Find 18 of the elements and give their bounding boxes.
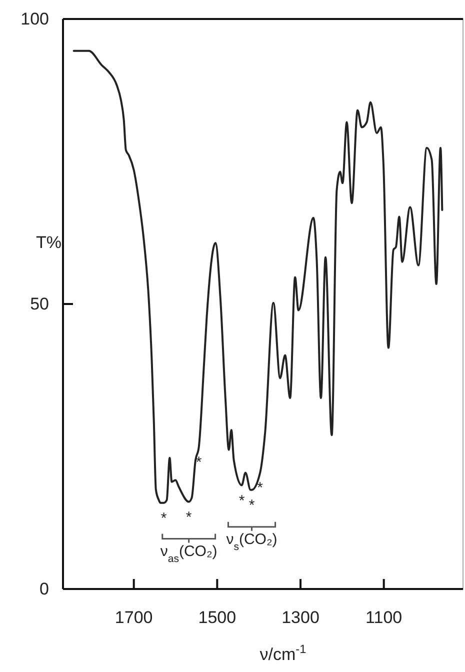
x-tick-label: 1100	[366, 608, 402, 628]
x-axis-title: ν/cm$^{-1}$	[260, 642, 307, 664]
y-axis-title: T%	[36, 233, 62, 252]
x-tick-label: 1500	[198, 608, 236, 628]
annotation: *	[160, 510, 167, 527]
annotation: ν$_{as}$(CO₂)	[160, 542, 218, 565]
annotation: *	[196, 454, 202, 472]
line-series	[72, 50, 444, 504]
annotation: *	[186, 508, 192, 526]
annotation: *	[248, 496, 255, 514]
x-tick-label: 1300	[282, 608, 320, 628]
y-tick-label: 50	[30, 294, 49, 314]
annotation: *	[238, 492, 245, 510]
y-tick-label: 0	[40, 579, 49, 598]
annotation: *	[257, 480, 264, 497]
annotation: ν$_{s}$(CO₂)	[226, 530, 278, 553]
x-tick-label: 1700	[114, 608, 153, 628]
y-tick-label: 100	[20, 9, 49, 28]
